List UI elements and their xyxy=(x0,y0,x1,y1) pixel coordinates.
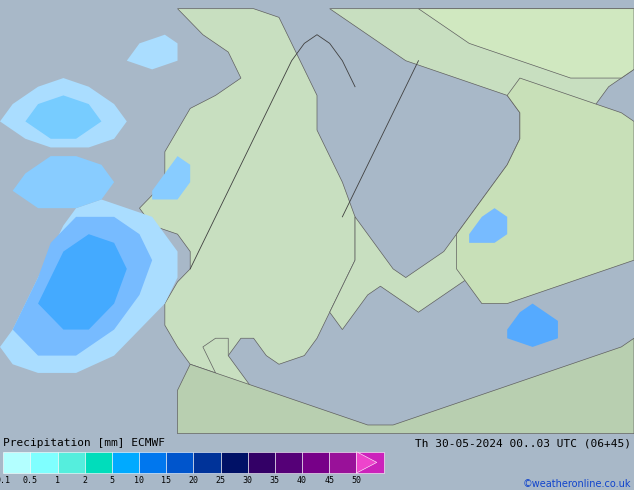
Bar xyxy=(275,452,302,473)
Text: 2: 2 xyxy=(82,476,87,485)
Polygon shape xyxy=(203,338,254,408)
Polygon shape xyxy=(127,35,178,70)
Text: 0.1: 0.1 xyxy=(0,476,11,485)
Polygon shape xyxy=(456,78,634,304)
Text: 20: 20 xyxy=(188,476,198,485)
Polygon shape xyxy=(13,217,152,356)
Bar xyxy=(3,452,30,473)
Text: Precipitation [mm] ECMWF: Precipitation [mm] ECMWF xyxy=(3,438,165,448)
Text: 0.5: 0.5 xyxy=(23,476,38,485)
Polygon shape xyxy=(330,9,634,330)
Text: 50: 50 xyxy=(351,476,361,485)
Bar xyxy=(221,452,248,473)
Text: Th 30-05-2024 00..03 UTC (06+45): Th 30-05-2024 00..03 UTC (06+45) xyxy=(415,438,631,448)
Bar xyxy=(112,452,139,473)
Text: 5: 5 xyxy=(109,476,114,485)
Polygon shape xyxy=(0,199,178,373)
Polygon shape xyxy=(0,78,127,147)
Bar xyxy=(302,452,329,473)
Text: ©weatheronline.co.uk: ©weatheronline.co.uk xyxy=(522,479,631,489)
Bar xyxy=(85,452,112,473)
Polygon shape xyxy=(507,304,558,347)
Polygon shape xyxy=(469,208,507,243)
Bar xyxy=(329,452,356,473)
Bar xyxy=(356,452,384,473)
Polygon shape xyxy=(418,9,634,78)
Bar xyxy=(248,452,275,473)
Polygon shape xyxy=(38,234,127,330)
Polygon shape xyxy=(356,452,377,473)
Polygon shape xyxy=(139,9,355,373)
Text: 30: 30 xyxy=(243,476,253,485)
Text: 25: 25 xyxy=(216,476,226,485)
Bar xyxy=(166,452,193,473)
Bar xyxy=(139,452,166,473)
Bar xyxy=(193,452,221,473)
Text: 1: 1 xyxy=(55,476,60,485)
Bar xyxy=(58,452,85,473)
Polygon shape xyxy=(152,156,190,199)
Bar xyxy=(30,452,58,473)
Text: 40: 40 xyxy=(297,476,307,485)
Polygon shape xyxy=(25,96,101,139)
Text: 45: 45 xyxy=(324,476,334,485)
Text: 15: 15 xyxy=(161,476,171,485)
Polygon shape xyxy=(13,156,114,208)
Polygon shape xyxy=(178,338,634,434)
Text: 10: 10 xyxy=(134,476,144,485)
Text: 35: 35 xyxy=(270,476,280,485)
